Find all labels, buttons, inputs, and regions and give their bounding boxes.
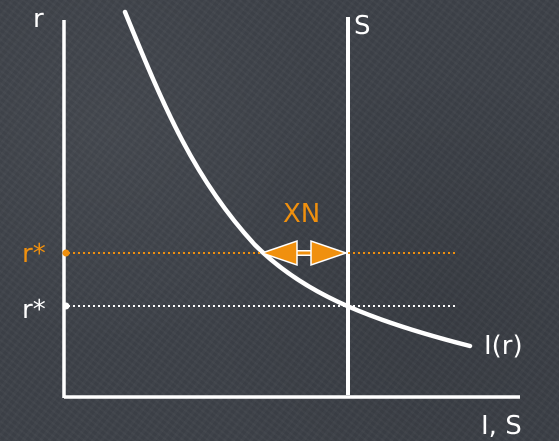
investment-curve: [122, 9, 473, 349]
net-exports-arrow: [259, 239, 349, 267]
net-exports-label: XN: [283, 199, 320, 229]
savings-label: S: [354, 11, 371, 41]
autarky-rate-dot: [62, 302, 70, 310]
arrow-left-head: [259, 239, 298, 267]
world-rate-dot: [62, 249, 70, 257]
world-rate-label: r*: [22, 239, 46, 269]
y-axis-label: r: [33, 4, 44, 34]
autarky-rate-label: r*: [22, 295, 46, 325]
arrow-right-head: [310, 239, 349, 267]
investment-curve-label: I(r): [484, 331, 523, 361]
x-axis-label: I, S: [481, 411, 522, 441]
